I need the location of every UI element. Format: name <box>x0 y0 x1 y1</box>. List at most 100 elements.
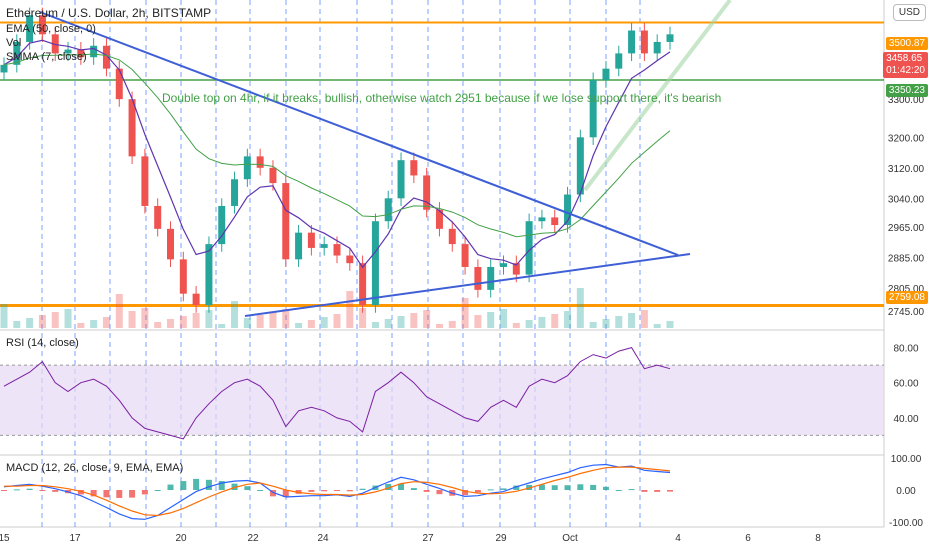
candle-body <box>0 64 8 73</box>
bar-countdown: 01:42:20 <box>886 65 925 76</box>
candle-body <box>384 198 392 222</box>
volume-bar <box>410 313 418 328</box>
volume-bar <box>640 310 648 328</box>
volume-bar <box>115 294 123 328</box>
volume-bar <box>602 319 610 328</box>
price-tick-label: 2965.00 <box>888 223 925 234</box>
volume-bar <box>13 321 21 328</box>
volume-bar <box>38 315 46 328</box>
macd-histogram-bar <box>359 488 366 490</box>
candle-body <box>128 99 136 157</box>
macd-tick-label: 0.00 <box>896 486 916 497</box>
descending-trendline <box>39 11 679 256</box>
candle-body <box>192 293 200 306</box>
volume-bar <box>564 311 572 328</box>
macd-histogram-bar <box>398 483 405 490</box>
price-tick-label: 2745.00 <box>888 307 925 318</box>
volume-bar <box>205 310 213 328</box>
volume-bar <box>282 309 290 328</box>
volume-bar <box>154 322 162 328</box>
macd-histogram-bar <box>129 490 136 498</box>
macd-histogram-bar <box>500 488 507 490</box>
candle-body <box>141 156 149 206</box>
volume-bar <box>576 288 584 328</box>
currency-button[interactable]: USD <box>892 4 926 21</box>
volume-bar <box>192 313 200 328</box>
macd-histogram-bar <box>385 483 392 490</box>
volume-bar <box>256 315 264 328</box>
volume-bar <box>589 322 597 328</box>
candle-body <box>51 34 59 54</box>
volume-bar <box>51 312 59 328</box>
candle-body <box>26 15 34 42</box>
candle-body <box>154 205 162 229</box>
volume-bar <box>653 324 661 328</box>
macd-histogram-bar <box>526 484 533 490</box>
macd-histogram-bar <box>154 490 161 491</box>
volume-bar <box>474 315 482 328</box>
volume-bar <box>64 309 72 328</box>
macd-histogram-bar <box>103 490 110 498</box>
time-tick-label: Oct <box>562 533 578 544</box>
macd-histogram-bar <box>436 490 443 495</box>
candle-body <box>371 221 379 306</box>
ascending-trendline <box>244 253 691 317</box>
macd-tick-label: 100.00 <box>891 454 922 465</box>
smma-line <box>3 39 671 269</box>
candle-body <box>90 45 98 58</box>
price-tick-label: 3200.00 <box>888 133 925 144</box>
macd-histogram-bar <box>52 490 59 492</box>
macd-histogram-bar <box>321 490 328 492</box>
candle-body <box>295 232 303 260</box>
candle-body <box>346 255 354 264</box>
volume-bar <box>167 319 174 328</box>
macd-histogram-bar <box>257 490 264 491</box>
candle-body <box>448 228 456 245</box>
volume-bar <box>269 312 277 328</box>
candle-body <box>231 179 239 206</box>
macd-histogram-bar <box>551 485 558 490</box>
volume-bar <box>628 313 636 328</box>
candle-body <box>615 53 623 69</box>
candle-body <box>538 217 546 222</box>
macd-histogram-bar <box>641 490 648 492</box>
candle-body <box>359 263 367 306</box>
candle-body <box>167 228 174 260</box>
macd-histogram-bar <box>90 490 97 497</box>
candle-body <box>500 263 507 267</box>
volume-bar <box>461 298 469 328</box>
volume-bar <box>320 317 328 328</box>
candle-body <box>474 266 482 290</box>
macd-histogram-bar <box>269 490 276 497</box>
volume-bar <box>128 311 136 328</box>
candle-body <box>576 137 584 195</box>
macd-histogram-bar <box>564 485 571 490</box>
volume-bar <box>218 324 226 328</box>
macd-histogram-bar <box>577 484 584 490</box>
rsi-tick-label: 80.00 <box>893 344 918 355</box>
rsi-band <box>0 365 884 436</box>
volume-bar <box>359 308 367 328</box>
signal-line <box>4 466 671 517</box>
candle-body <box>307 232 315 248</box>
smma-legend: SMMA (7, close) <box>6 51 87 63</box>
candle-body <box>397 160 405 199</box>
macd-histogram-bar <box>654 490 661 492</box>
volume-bar <box>231 301 239 328</box>
candle-body <box>423 175 431 210</box>
candle-body <box>602 68 610 81</box>
time-tick-label: 27 <box>422 533 434 544</box>
candle-body <box>487 266 495 290</box>
candle-body <box>320 244 328 248</box>
volume-bar <box>295 323 303 328</box>
candle-body <box>435 209 443 229</box>
projection-line <box>583 0 732 192</box>
low-support-price-tag: 2759.08 <box>885 291 928 304</box>
macd-histogram-bar <box>218 481 225 490</box>
volume-bar <box>448 321 456 328</box>
volume-bar <box>538 317 546 328</box>
time-tick-label: 15 <box>0 533 10 544</box>
macd-histogram-bar <box>602 486 609 490</box>
